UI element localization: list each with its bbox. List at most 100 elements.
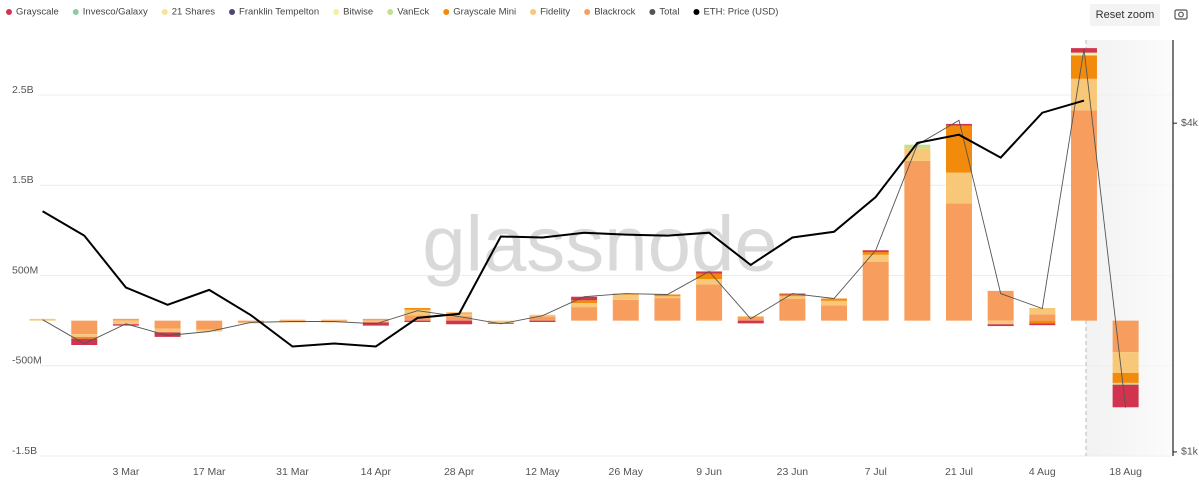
- x-tick-label: 7 Jul: [865, 466, 887, 478]
- legend-label: Franklin Tempelton: [239, 7, 319, 18]
- legend-swatch: [443, 9, 450, 15]
- bar-segment: [1029, 323, 1056, 326]
- legend-label: ETH: Price (USD): [703, 7, 778, 18]
- bar-segment: [737, 316, 764, 318]
- bar-segment: [487, 320, 514, 323]
- bar-segment: [112, 324, 139, 326]
- bar-segment: [654, 296, 681, 299]
- x-tick-label: 18 Aug: [1109, 466, 1142, 478]
- x-tick-label: 14 Apr: [361, 466, 392, 478]
- bar-segment: [404, 308, 431, 310]
- reset-zoom[interactable]: Reset zoom: [1090, 4, 1160, 26]
- bar-segment: [904, 160, 931, 321]
- bar-segment: [196, 329, 223, 332]
- y2-tick-label: $1k: [1181, 446, 1199, 458]
- x-tick-label: 28 Apr: [444, 466, 475, 478]
- legend-label: Total: [659, 7, 679, 18]
- bar-segment: [737, 320, 764, 324]
- bar-segment: [71, 336, 98, 339]
- legend-label: Bitwise: [343, 7, 373, 18]
- bar-segment: [696, 279, 723, 285]
- x-tick-label: 12 May: [525, 466, 560, 478]
- bar-segment: [404, 309, 431, 316]
- y-tick-label: 500M: [12, 264, 38, 276]
- reset-zoom-label[interactable]: Reset zoom: [1096, 9, 1155, 21]
- bar-segment: [321, 319, 348, 321]
- legend-label: VanEck: [397, 7, 429, 18]
- bar-segment: [1112, 384, 1139, 408]
- legend-swatch: [161, 9, 168, 15]
- bar-segment: [987, 324, 1014, 327]
- bar-segment: [446, 316, 473, 321]
- bar-segment: [862, 252, 889, 255]
- bar-segment: [237, 322, 264, 324]
- y-tick-label: -1.5B: [12, 445, 37, 457]
- bar-segment: [571, 300, 598, 304]
- legend-swatch: [530, 9, 537, 15]
- x-tick-label: 31 Mar: [276, 466, 309, 478]
- bar-segment: [946, 172, 973, 204]
- bar-segment: [862, 254, 889, 262]
- bar-segment: [821, 305, 848, 321]
- bar-segment: [1112, 372, 1139, 383]
- bar-segment: [696, 271, 723, 274]
- bar-segment: [571, 296, 598, 301]
- legend-label: 21 Shares: [172, 7, 216, 18]
- bar-segment: [821, 300, 848, 306]
- bar-segment: [196, 320, 223, 330]
- legend-label: Fidelity: [540, 7, 570, 18]
- bar-segment: [279, 319, 306, 321]
- bar-segment: [71, 320, 98, 335]
- legend-label: Grayscale: [16, 7, 59, 18]
- bar-segment: [362, 318, 389, 321]
- x-tick-label: 21 Jul: [945, 466, 973, 478]
- legend-label: Blackrock: [594, 7, 635, 18]
- total-line: [42, 48, 1127, 408]
- bar-segment: [237, 320, 264, 323]
- bar-segment: [1070, 110, 1097, 321]
- bar-segment: [946, 203, 973, 321]
- bar-segment: [571, 307, 598, 321]
- bar-segment: [654, 294, 681, 297]
- legend-swatch: [72, 9, 79, 15]
- legend-label: Invesco/Galaxy: [83, 7, 148, 18]
- y2-tick-label: $4k: [1181, 117, 1199, 129]
- bar-segment: [862, 261, 889, 321]
- bar-segment: [987, 290, 1014, 321]
- legend-swatch: [229, 9, 236, 15]
- bar-segment: [1112, 352, 1139, 373]
- bar-segment: [1112, 320, 1139, 353]
- bar-segment: [71, 334, 98, 337]
- bar-segment: [696, 273, 723, 280]
- x-tick-label: 26 May: [609, 466, 644, 478]
- x-tick-label: 17 Mar: [193, 466, 226, 478]
- camera-body[interactable]: [1174, 9, 1188, 20]
- y-tick-label: 1.5B: [12, 174, 34, 186]
- y-tick-label: -500M: [12, 355, 42, 367]
- bar-segment: [779, 294, 806, 297]
- bar-segment: [696, 284, 723, 321]
- camera-lens[interactable]: [1178, 11, 1184, 18]
- bar-segment: [946, 125, 973, 173]
- bar-segment: [1029, 320, 1056, 324]
- legend-swatch: [6, 9, 12, 15]
- bar-segment: [446, 320, 473, 325]
- x-tick-label: 23 Jun: [777, 466, 809, 478]
- bar-segment: [779, 298, 806, 321]
- bar-segment: [529, 320, 556, 322]
- bar-segment: [821, 298, 848, 301]
- bar-segment: [612, 299, 639, 321]
- bar-segment: [71, 338, 98, 346]
- legend-label: Grayscale Mini: [453, 7, 516, 18]
- reset-zoom-bg[interactable]: [1090, 4, 1160, 26]
- bar-segment: [154, 320, 181, 329]
- bar-segment: [362, 320, 389, 323]
- price-line: [42, 99, 1085, 348]
- y-tick-label: 2.5B: [12, 84, 34, 96]
- bar-segment: [987, 320, 1014, 325]
- bar-segment: [154, 332, 181, 337]
- legend-swatch: [693, 9, 700, 15]
- bar-segment: [1029, 308, 1056, 315]
- bar-segment: [1070, 55, 1097, 79]
- camera-icon[interactable]: [1174, 9, 1188, 20]
